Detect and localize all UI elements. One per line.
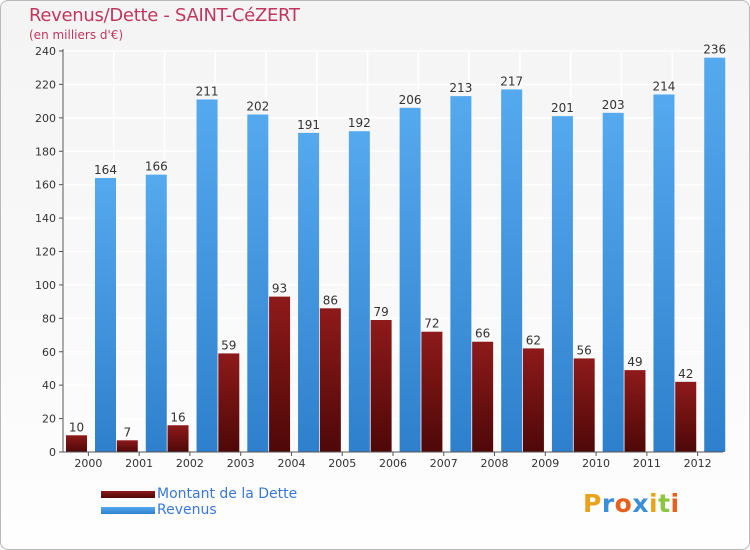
bar-revenus (501, 89, 523, 452)
data-label-revenus: 217 (500, 74, 523, 88)
y-tick-label: 80 (42, 312, 56, 325)
logo-letter: P (583, 489, 602, 518)
bar-revenus (348, 131, 370, 452)
bar-revenus (95, 177, 116, 452)
axis-layer (59, 49, 723, 456)
x-tick-label: 2010 (582, 457, 610, 470)
data-label-dette: 66 (475, 327, 490, 341)
bar-revenus (399, 107, 421, 452)
data-label-revenus: 203 (602, 98, 625, 112)
bar-revenus (704, 57, 726, 452)
data-label-dette: 86 (323, 293, 338, 307)
bar-dette (370, 320, 392, 452)
data-label-revenus: 164 (94, 163, 117, 177)
x-tick-label: 2005 (328, 457, 356, 470)
data-label-dette: 56 (577, 343, 592, 357)
y-tick-label: 0 (49, 446, 56, 459)
y-tick-label: 120 (35, 246, 56, 259)
logo-letter: o (614, 489, 633, 518)
data-label-revenus: 166 (145, 160, 168, 174)
data-label-revenus: 206 (399, 93, 422, 107)
bar-revenus (145, 174, 167, 452)
y-tick-label: 220 (35, 78, 56, 91)
bar-revenus (602, 112, 624, 452)
y-tick-label: 240 (35, 45, 56, 58)
bar-dette (421, 331, 443, 452)
data-label-revenus: 202 (246, 99, 269, 113)
bar-dette (522, 348, 544, 452)
x-tick-label: 2003 (227, 457, 255, 470)
logo-letter: r (601, 489, 615, 518)
bar-dette (269, 296, 291, 452)
proxiti-logo: Proxiti (583, 489, 680, 518)
data-label-revenus: 192 (348, 116, 371, 130)
x-tick-label: 2011 (633, 457, 661, 470)
x-tick-label: 2004 (277, 457, 305, 470)
data-label-dette: 62 (526, 333, 541, 347)
data-label-revenus: 214 (653, 79, 676, 93)
bar-revenus (450, 96, 472, 453)
data-label-revenus: 201 (551, 101, 574, 115)
data-label-revenus: 211 (196, 84, 219, 98)
bar-dette (116, 440, 138, 452)
bar-dette (319, 308, 341, 452)
data-label-dette: 93 (272, 282, 287, 296)
legend-swatch-dette (101, 491, 155, 498)
y-tick-label: 100 (35, 279, 56, 292)
y-tick-label: 180 (35, 145, 56, 158)
data-label-revenus: 236 (703, 43, 726, 57)
x-tick-label: 2002 (176, 457, 204, 470)
bar-dette (167, 425, 189, 452)
x-tick-label: 2007 (430, 457, 458, 470)
x-tick-label: 2001 (125, 457, 153, 470)
bar-dette (218, 353, 240, 452)
y-tick-label: 160 (35, 179, 56, 192)
bar-dette (675, 381, 697, 452)
logo-letter: x (632, 489, 649, 518)
bar-revenus (196, 99, 218, 453)
bar-dette (472, 341, 494, 452)
bar-dette (573, 358, 595, 452)
logo-letter: i (670, 489, 680, 518)
logo-letter: i (649, 489, 659, 518)
data-label-dette: 59 (221, 338, 236, 352)
data-label-revenus: 191 (297, 118, 320, 132)
chart-title: Revenus/Dette - SAINT-CéZERT (29, 5, 300, 26)
legend-swatch-revenus (101, 507, 155, 514)
x-tick-label: 2008 (481, 457, 509, 470)
y-tick-label: 140 (35, 212, 56, 225)
chart-subtitle: (en milliers d'€) (29, 28, 124, 42)
y-tick-label: 40 (42, 379, 56, 392)
bar-revenus (551, 116, 573, 452)
legend-label-revenus: Revenus (157, 502, 217, 518)
y-tick-label: 200 (35, 112, 56, 125)
data-label-dette: 72 (424, 317, 439, 331)
bar-revenus (298, 132, 320, 452)
x-tick-label: 2006 (379, 457, 407, 470)
y-tick-label: 20 (42, 413, 56, 426)
label-layer: 0 20 40 60 80 100 120 140 160 180 200 220 240 10 164 20… (35, 43, 726, 470)
bar-revenus (653, 94, 675, 453)
data-label-dette: 49 (627, 355, 642, 369)
y-tick-label: 60 (42, 346, 56, 359)
data-label-dette: 16 (170, 410, 185, 424)
x-tick-label: 2000 (74, 457, 102, 470)
x-tick-label: 2012 (684, 457, 712, 470)
legend-label-dette: Montant de la Dette (157, 486, 298, 502)
bar-dette (624, 370, 646, 452)
bar-revenus (247, 114, 269, 452)
bar-layer (66, 57, 726, 453)
x-tick-label: 2009 (531, 457, 559, 470)
data-label-dette: 42 (678, 367, 693, 381)
logo-letter: t (658, 489, 671, 518)
bar-dette (66, 435, 87, 452)
data-label-dette: 10 (69, 420, 84, 434)
data-label-dette: 7 (123, 425, 131, 439)
data-label-revenus: 213 (449, 81, 472, 95)
data-label-dette: 79 (373, 305, 388, 319)
